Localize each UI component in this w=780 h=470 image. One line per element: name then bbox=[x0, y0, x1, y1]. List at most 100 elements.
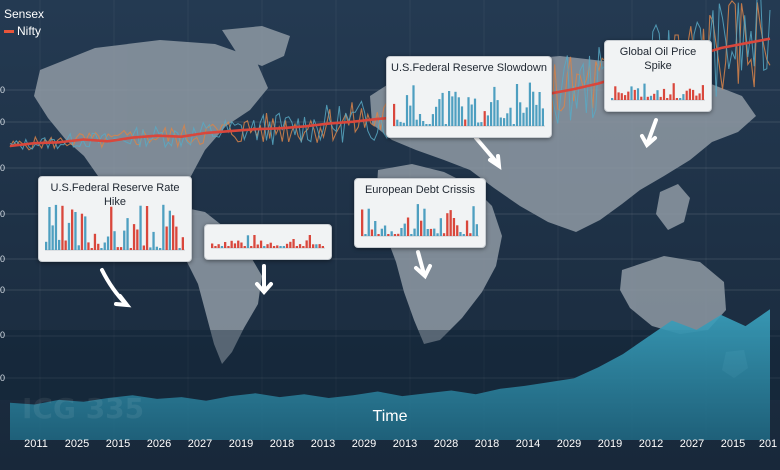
mini-bar bbox=[646, 96, 649, 100]
mini-bar bbox=[172, 215, 175, 250]
mini-bar bbox=[662, 88, 666, 100]
mini-bar bbox=[230, 240, 233, 248]
mini-bar bbox=[149, 247, 152, 250]
mini-bar bbox=[426, 229, 429, 236]
x-tick-label: 2029 bbox=[351, 438, 377, 450]
mini-bar bbox=[312, 244, 315, 248]
mini-bar bbox=[97, 243, 100, 250]
mini-bar bbox=[367, 208, 370, 236]
mini-bar bbox=[113, 231, 116, 250]
mini-bar bbox=[243, 246, 246, 248]
mini-bar bbox=[515, 84, 519, 126]
mini-bar bbox=[462, 234, 465, 236]
mini-bar bbox=[483, 111, 486, 126]
mini-bar bbox=[522, 112, 525, 126]
mini-bar bbox=[103, 242, 106, 250]
mini-bar bbox=[64, 240, 67, 250]
mini-bar bbox=[237, 240, 240, 248]
mini-bar bbox=[435, 106, 438, 126]
arrow-oil bbox=[646, 118, 658, 144]
mini-bar bbox=[269, 242, 272, 248]
mini-bar bbox=[431, 114, 434, 126]
mini-bar bbox=[58, 239, 61, 250]
x-tick-label: 2015 bbox=[720, 438, 746, 450]
mini-bar bbox=[308, 235, 311, 248]
mini-bar bbox=[370, 229, 374, 236]
mini-bar bbox=[48, 207, 51, 250]
sensex-area-fill bbox=[10, 309, 770, 440]
mini-bar bbox=[614, 86, 617, 100]
mini-bar bbox=[214, 246, 217, 248]
mini-bar bbox=[451, 96, 454, 126]
mini-bar bbox=[377, 234, 380, 236]
mini-bar bbox=[250, 246, 253, 248]
annotation-title: U.S.Federal Reserve Slowdown bbox=[391, 62, 547, 74]
mini-bar bbox=[496, 100, 499, 126]
mini-bar bbox=[666, 98, 669, 100]
annotation-mini-chart bbox=[361, 204, 479, 237]
mini-bar bbox=[525, 107, 528, 126]
mini-bar bbox=[410, 234, 413, 236]
mini-bar bbox=[486, 115, 489, 126]
mini-bar bbox=[695, 95, 698, 100]
mini-bar bbox=[406, 217, 410, 236]
mini-bar bbox=[464, 119, 467, 126]
mini-bar bbox=[54, 204, 58, 250]
mini-bar bbox=[624, 95, 627, 100]
mini-bar bbox=[123, 230, 126, 250]
mini-bar bbox=[643, 83, 646, 100]
arrow-rate-hike-head bbox=[114, 294, 132, 308]
x-tick-label: 2011 bbox=[24, 438, 48, 450]
annotation-unlabeled bbox=[204, 224, 332, 260]
mini-bar bbox=[512, 124, 515, 126]
mini-bar bbox=[285, 243, 289, 248]
mini-bar bbox=[503, 118, 506, 126]
mini-bar bbox=[470, 104, 473, 126]
arrow-oil-head bbox=[640, 134, 657, 149]
mini-bar bbox=[155, 246, 158, 250]
mini-bar bbox=[71, 209, 74, 250]
mini-bar bbox=[438, 99, 441, 126]
mini-bar bbox=[457, 97, 460, 126]
mini-bar bbox=[611, 98, 614, 100]
x-tick-label: 2019 bbox=[597, 438, 623, 450]
mini-bar bbox=[110, 206, 113, 250]
mini-bar bbox=[175, 226, 178, 250]
legend-item-sensex: Sensex bbox=[4, 6, 44, 23]
mini-bar bbox=[428, 124, 431, 126]
mini-bar bbox=[477, 122, 480, 126]
mini-bar bbox=[403, 223, 406, 236]
mini-bar bbox=[449, 210, 452, 236]
x-tick-label: 2019 bbox=[228, 438, 254, 450]
mini-bar bbox=[318, 244, 321, 248]
mini-bar bbox=[276, 245, 279, 248]
mini-bar bbox=[701, 85, 704, 100]
x-tick-label: 2018 bbox=[474, 438, 500, 450]
mini-bar bbox=[84, 216, 87, 250]
mini-bar bbox=[390, 231, 393, 236]
annotation-mini-chart bbox=[45, 204, 185, 251]
y-tick-label: 0 bbox=[0, 330, 6, 340]
mini-bar bbox=[100, 248, 103, 250]
y-tick-label: 0 bbox=[0, 209, 6, 219]
y-tick-label: 0 bbox=[0, 254, 6, 264]
mini-bar bbox=[499, 117, 502, 126]
mini-bar bbox=[67, 222, 71, 250]
mini-bar bbox=[528, 82, 531, 126]
arrow-small-head bbox=[255, 282, 273, 296]
mini-bar bbox=[402, 122, 405, 126]
mini-bar bbox=[688, 88, 691, 100]
mini-bar bbox=[617, 92, 620, 100]
mini-bar bbox=[142, 245, 145, 250]
mini-bar bbox=[452, 218, 456, 236]
mini-bar bbox=[442, 233, 446, 236]
mini-bar bbox=[459, 232, 462, 236]
mini-bar bbox=[246, 235, 250, 248]
annotation-title: U.S.Federal Reserve Rate Hike bbox=[50, 182, 180, 208]
annotation-title: Global Oil Price Spike bbox=[619, 46, 697, 72]
legend: Sensex Nifty bbox=[4, 6, 44, 40]
mini-bar bbox=[656, 90, 659, 100]
mini-bar bbox=[659, 96, 662, 100]
arrow-slowdown-head bbox=[488, 154, 502, 171]
